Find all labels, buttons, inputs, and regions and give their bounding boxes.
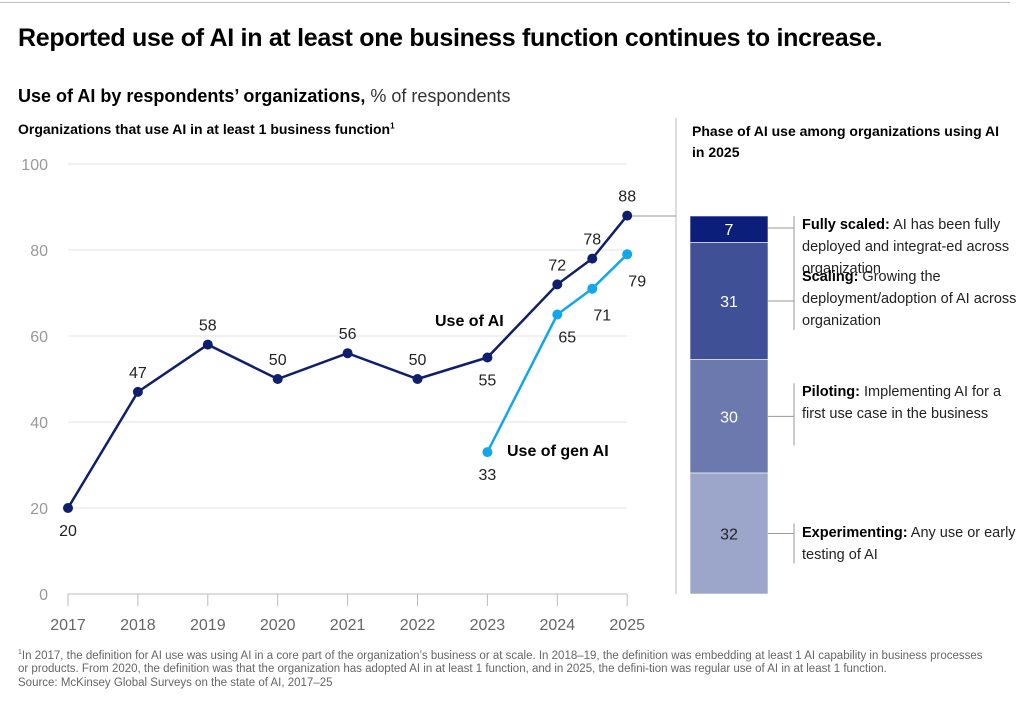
segment-description: Any use or early testing of AI xyxy=(802,524,1016,563)
source-text: Source: McKinsey Global Surveys on the s… xyxy=(18,676,333,689)
segment-annotation: Experimenting: Any use or early testing … xyxy=(802,522,1017,566)
x-tick-label: 2021 xyxy=(330,617,366,634)
data-point xyxy=(622,210,633,221)
segment-description: Growing the deployment/adoption of AI ac… xyxy=(802,269,1017,330)
data-point xyxy=(342,348,353,359)
series-line-gen-ai xyxy=(486,253,629,453)
top-rule xyxy=(0,2,1010,3)
segment-value-label: 7 xyxy=(725,222,734,239)
data-label: 20 xyxy=(59,523,77,540)
data-point xyxy=(587,253,598,264)
segment-name: Fully scaled: xyxy=(802,217,890,233)
data-label: 47 xyxy=(129,365,147,382)
data-point xyxy=(587,283,598,294)
data-point xyxy=(622,249,633,260)
data-label: 56 xyxy=(339,326,357,343)
footnote-superscript: 1 xyxy=(18,649,22,656)
y-tick-label: 20 xyxy=(30,501,48,518)
segment-name: Experimenting: xyxy=(802,524,908,541)
data-point xyxy=(272,374,283,384)
data-label: 71 xyxy=(593,308,611,325)
footnote-mark: 1 xyxy=(390,121,395,131)
y-tick-label: 40 xyxy=(30,415,48,432)
x-tick-label: 2024 xyxy=(540,617,576,634)
data-label: 78 xyxy=(583,232,601,249)
segment-name: Scaling: xyxy=(802,269,859,286)
segment-description: AI has been fully deployed and integrat-… xyxy=(802,217,1010,277)
chart-title: Reported use of AI in at least one busin… xyxy=(18,24,883,52)
data-point xyxy=(482,447,493,458)
y-tick-label: 80 xyxy=(30,243,48,260)
data-label: 65 xyxy=(558,330,576,347)
subtitle-unit: % of respondents xyxy=(370,86,511,106)
data-label: 79 xyxy=(628,273,646,290)
x-tick-label: 2025 xyxy=(609,617,645,634)
y-tick-label: 0 xyxy=(39,587,48,604)
data-label: 58 xyxy=(199,318,217,335)
segment-value-label: 31 xyxy=(720,294,738,311)
data-point xyxy=(202,339,213,350)
footnote-text: In 2017, the definition for AI use was u… xyxy=(18,649,983,676)
line-heading-text: Organizations that use AI in at least 1 … xyxy=(18,121,391,137)
data-point xyxy=(132,386,143,397)
line-chart-heading: Organizations that use AI in at least 1 … xyxy=(18,121,395,137)
x-tick-label: 2018 xyxy=(120,617,156,634)
data-point xyxy=(63,503,73,513)
data-point xyxy=(552,279,563,290)
x-tick-label: 2017 xyxy=(50,617,86,634)
segment-annotation: Piloting: Implementing AI for a first us… xyxy=(802,381,1017,425)
data-point xyxy=(412,374,423,384)
bar-chart-heading: Phase of AI use among organizations usin… xyxy=(692,123,1000,160)
x-tick-label: 2023 xyxy=(470,617,506,634)
segment-annotation: Scaling: Growing the deployment/adoption… xyxy=(802,266,1017,332)
data-label: 55 xyxy=(479,373,497,390)
data-point xyxy=(552,309,563,320)
footnote: 1In 2017, the definition for AI use was … xyxy=(18,646,993,690)
x-tick-label: 2019 xyxy=(190,617,226,634)
segment-annotation: Fully scaled: AI has been fully deployed… xyxy=(802,214,1017,280)
data-label: 50 xyxy=(269,352,287,369)
bar-segment-experimenting xyxy=(689,472,769,595)
data-label: 33 xyxy=(479,467,497,484)
segment-value-label: 30 xyxy=(720,409,738,426)
segment-value-label: 32 xyxy=(720,527,738,544)
data-label: 50 xyxy=(409,352,427,369)
segment-description: Implementing AI for a first use case in … xyxy=(802,384,1002,423)
series-label-use-of-gen-ai: Use of gen AI xyxy=(507,443,609,460)
series-label-use-of-ai: Use of AI xyxy=(435,313,504,330)
y-tick-label: 100 xyxy=(21,157,48,174)
data-point xyxy=(482,352,493,363)
data-label: 72 xyxy=(548,257,566,274)
y-tick-label: 60 xyxy=(30,329,48,346)
bar-segment-fully-scaled xyxy=(689,215,769,243)
segment-name: Piloting: xyxy=(802,384,860,401)
chart-subtitle: Use of AI by respondents’ organizations,… xyxy=(18,86,511,107)
series-line-ai xyxy=(66,214,629,509)
x-tick-label: 2022 xyxy=(400,617,436,634)
data-label: 88 xyxy=(618,189,636,206)
subtitle-bold: Use of AI by respondents’ organizations, xyxy=(18,86,366,106)
bar-segment-piloting xyxy=(689,359,769,474)
x-tick-label: 2020 xyxy=(260,617,296,634)
